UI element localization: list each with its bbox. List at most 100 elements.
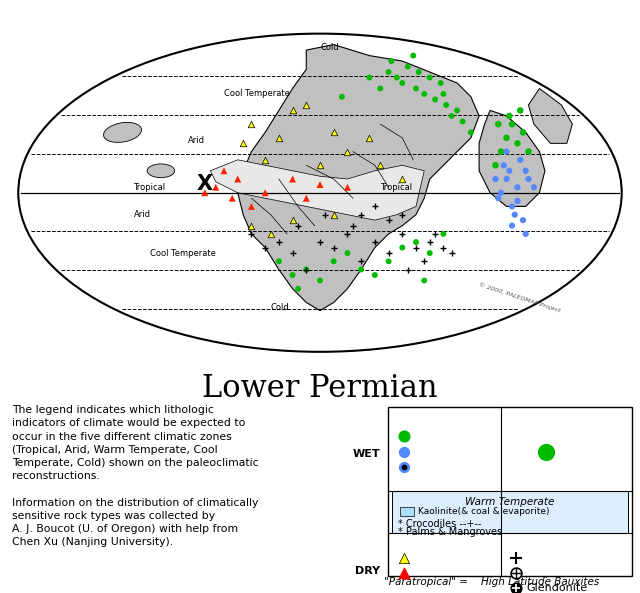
Point (383, 248, 394, 258)
Point (403, 265, 413, 275)
Text: WET: WET (353, 449, 380, 460)
Text: The legend indicates which lithologic
indicators of climate would be expected to: The legend indicates which lithologic in… (12, 405, 259, 547)
Point (287, 248, 298, 258)
Point (370, 202, 380, 211)
Text: Cool Temperate: Cool Temperate (150, 248, 216, 257)
Point (511, 584, 521, 593)
Point (408, 51, 419, 60)
Point (518, 215, 528, 225)
Point (246, 229, 257, 238)
Text: Kaolinite(& coal & evaporite): Kaolinite(& coal & evaporite) (418, 507, 550, 516)
Point (274, 237, 284, 247)
Text: Arid: Arid (134, 210, 150, 219)
Point (321, 210, 331, 219)
Point (392, 73, 402, 82)
Point (496, 147, 506, 157)
Point (501, 133, 511, 142)
Point (287, 215, 298, 225)
Point (370, 270, 380, 280)
Point (507, 221, 517, 231)
Point (315, 276, 325, 285)
Point (403, 62, 413, 71)
Point (436, 78, 446, 88)
Point (490, 161, 500, 170)
Ellipse shape (104, 122, 141, 142)
Point (399, 447, 409, 457)
Point (411, 237, 421, 247)
Ellipse shape (147, 164, 175, 178)
Point (419, 89, 429, 98)
Point (447, 111, 457, 120)
Point (266, 229, 276, 238)
Point (438, 89, 449, 98)
Point (200, 188, 210, 197)
Text: Laterite: Laterite (415, 462, 458, 472)
Text: * Palms & Mangroves: * Palms & Mangroves (398, 527, 502, 537)
Point (293, 284, 303, 294)
Point (397, 174, 408, 184)
Point (520, 229, 531, 238)
Point (509, 210, 520, 219)
Point (507, 119, 517, 129)
Text: WARM: WARM (413, 411, 458, 424)
Point (424, 237, 435, 247)
Point (441, 100, 451, 110)
Point (493, 193, 504, 203)
Point (413, 67, 424, 76)
Point (287, 174, 298, 184)
Point (328, 257, 339, 266)
Point (342, 229, 353, 238)
Point (348, 221, 358, 231)
Point (419, 276, 429, 285)
Text: Warm Temperate: Warm Temperate (465, 497, 555, 507)
Point (397, 243, 408, 253)
Point (399, 462, 409, 471)
Text: * Crocodiles --+--: * Crocodiles --+-- (398, 519, 481, 529)
Point (328, 243, 339, 253)
Text: & Tillites: & Tillites (558, 455, 600, 465)
Point (383, 215, 394, 225)
Text: "Paratropical" =    High Latitude Bauxites: "Paratropical" = High Latitude Bauxites (384, 578, 599, 587)
Point (447, 248, 457, 258)
Point (430, 95, 440, 104)
Text: Calcrete: Calcrete (415, 568, 461, 578)
Text: © 2000, PALEOMAP Project: © 2000, PALEOMAP Project (478, 282, 561, 314)
Point (507, 202, 517, 211)
Text: Tillite: Tillite (526, 553, 556, 563)
Point (301, 265, 312, 275)
Point (386, 56, 396, 66)
Point (260, 243, 270, 253)
Point (383, 67, 394, 76)
Text: COOL: COOL (537, 411, 575, 424)
Point (524, 147, 534, 157)
Point (493, 119, 504, 129)
Point (515, 106, 525, 115)
Point (504, 166, 515, 176)
Text: X: X (196, 174, 213, 195)
Text: Evaporite: Evaporite (415, 553, 468, 563)
Text: Arid: Arid (188, 136, 205, 145)
Point (515, 155, 525, 164)
Polygon shape (211, 160, 424, 220)
Point (246, 202, 257, 211)
Point (496, 188, 506, 197)
Point (466, 127, 476, 137)
Text: Dropstone: Dropstone (526, 568, 584, 578)
Text: Lower Permian: Lower Permian (202, 373, 438, 404)
Point (301, 193, 312, 203)
Ellipse shape (19, 34, 621, 352)
Point (501, 147, 511, 157)
Point (513, 183, 523, 192)
Point (399, 462, 409, 471)
Polygon shape (479, 110, 545, 206)
Point (424, 73, 435, 82)
Point (438, 229, 449, 238)
Point (411, 84, 421, 93)
Text: Arid: Arid (398, 541, 419, 551)
Point (370, 237, 380, 247)
Point (399, 432, 409, 441)
Point (342, 183, 353, 192)
Point (260, 188, 270, 197)
Point (419, 257, 429, 266)
Text: Tropical: Tropical (398, 420, 439, 431)
